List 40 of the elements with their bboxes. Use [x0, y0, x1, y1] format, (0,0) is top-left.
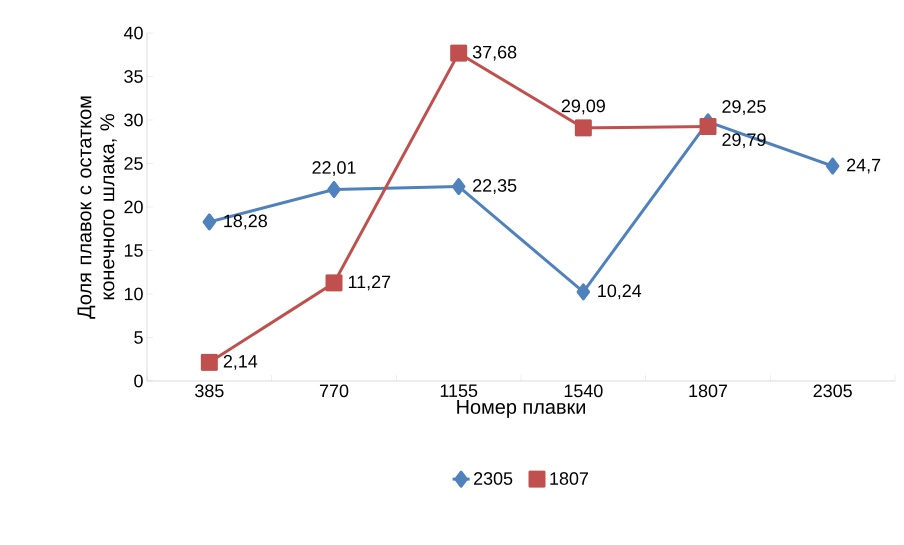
y-tick-label: 30 [124, 114, 143, 126]
x-tick-label: 770 [320, 384, 348, 398]
point [327, 181, 341, 198]
point [200, 354, 218, 371]
legend-label: 1807 [550, 472, 588, 485]
y-tick-label: 5 [134, 331, 143, 344]
y-tick-label: 15 [124, 244, 143, 257]
data-label: 10,24 [598, 284, 642, 300]
point [576, 283, 590, 300]
x-tick-label: 2305 [814, 384, 852, 398]
y-tick-label: 35 [124, 70, 143, 83]
y-axis-title: Доля плавок с остатком конечного шлака, % [78, 96, 117, 319]
y-tick-label: 20 [124, 200, 143, 214]
data-label: 22,01 [312, 161, 356, 176]
y-tick-label: 0 [134, 374, 143, 388]
point [202, 213, 216, 230]
data-label: 11,27 [348, 276, 390, 290]
legend-label: 2305 [474, 472, 512, 485]
x-tick-label: 1807 [689, 384, 728, 398]
data-label: 18,28 [224, 214, 267, 230]
point [452, 178, 466, 196]
data-label: 29,25 [722, 100, 766, 115]
data-label: 37,68 [472, 46, 516, 61]
x-axis-title: Номер плавки [457, 400, 586, 418]
x-tick-label: 1155 [440, 384, 478, 398]
x-tick-label: 385 [195, 384, 224, 398]
y-tick-label: 10 [124, 288, 143, 300]
x-tick-label: 1540 [564, 384, 603, 398]
data-label: 24,7 [847, 158, 880, 174]
data-label: 22,35 [473, 179, 516, 194]
point [574, 119, 592, 136]
point [700, 118, 717, 136]
y-tick-label: 25 [124, 157, 143, 170]
point [326, 274, 343, 292]
point [826, 158, 840, 175]
y-tick-label: 40 [124, 26, 143, 40]
point [450, 44, 468, 62]
data-label: 2,14 [224, 354, 258, 370]
data-label: 29,09 [562, 100, 605, 114]
data-label: 29,79 [722, 133, 766, 148]
